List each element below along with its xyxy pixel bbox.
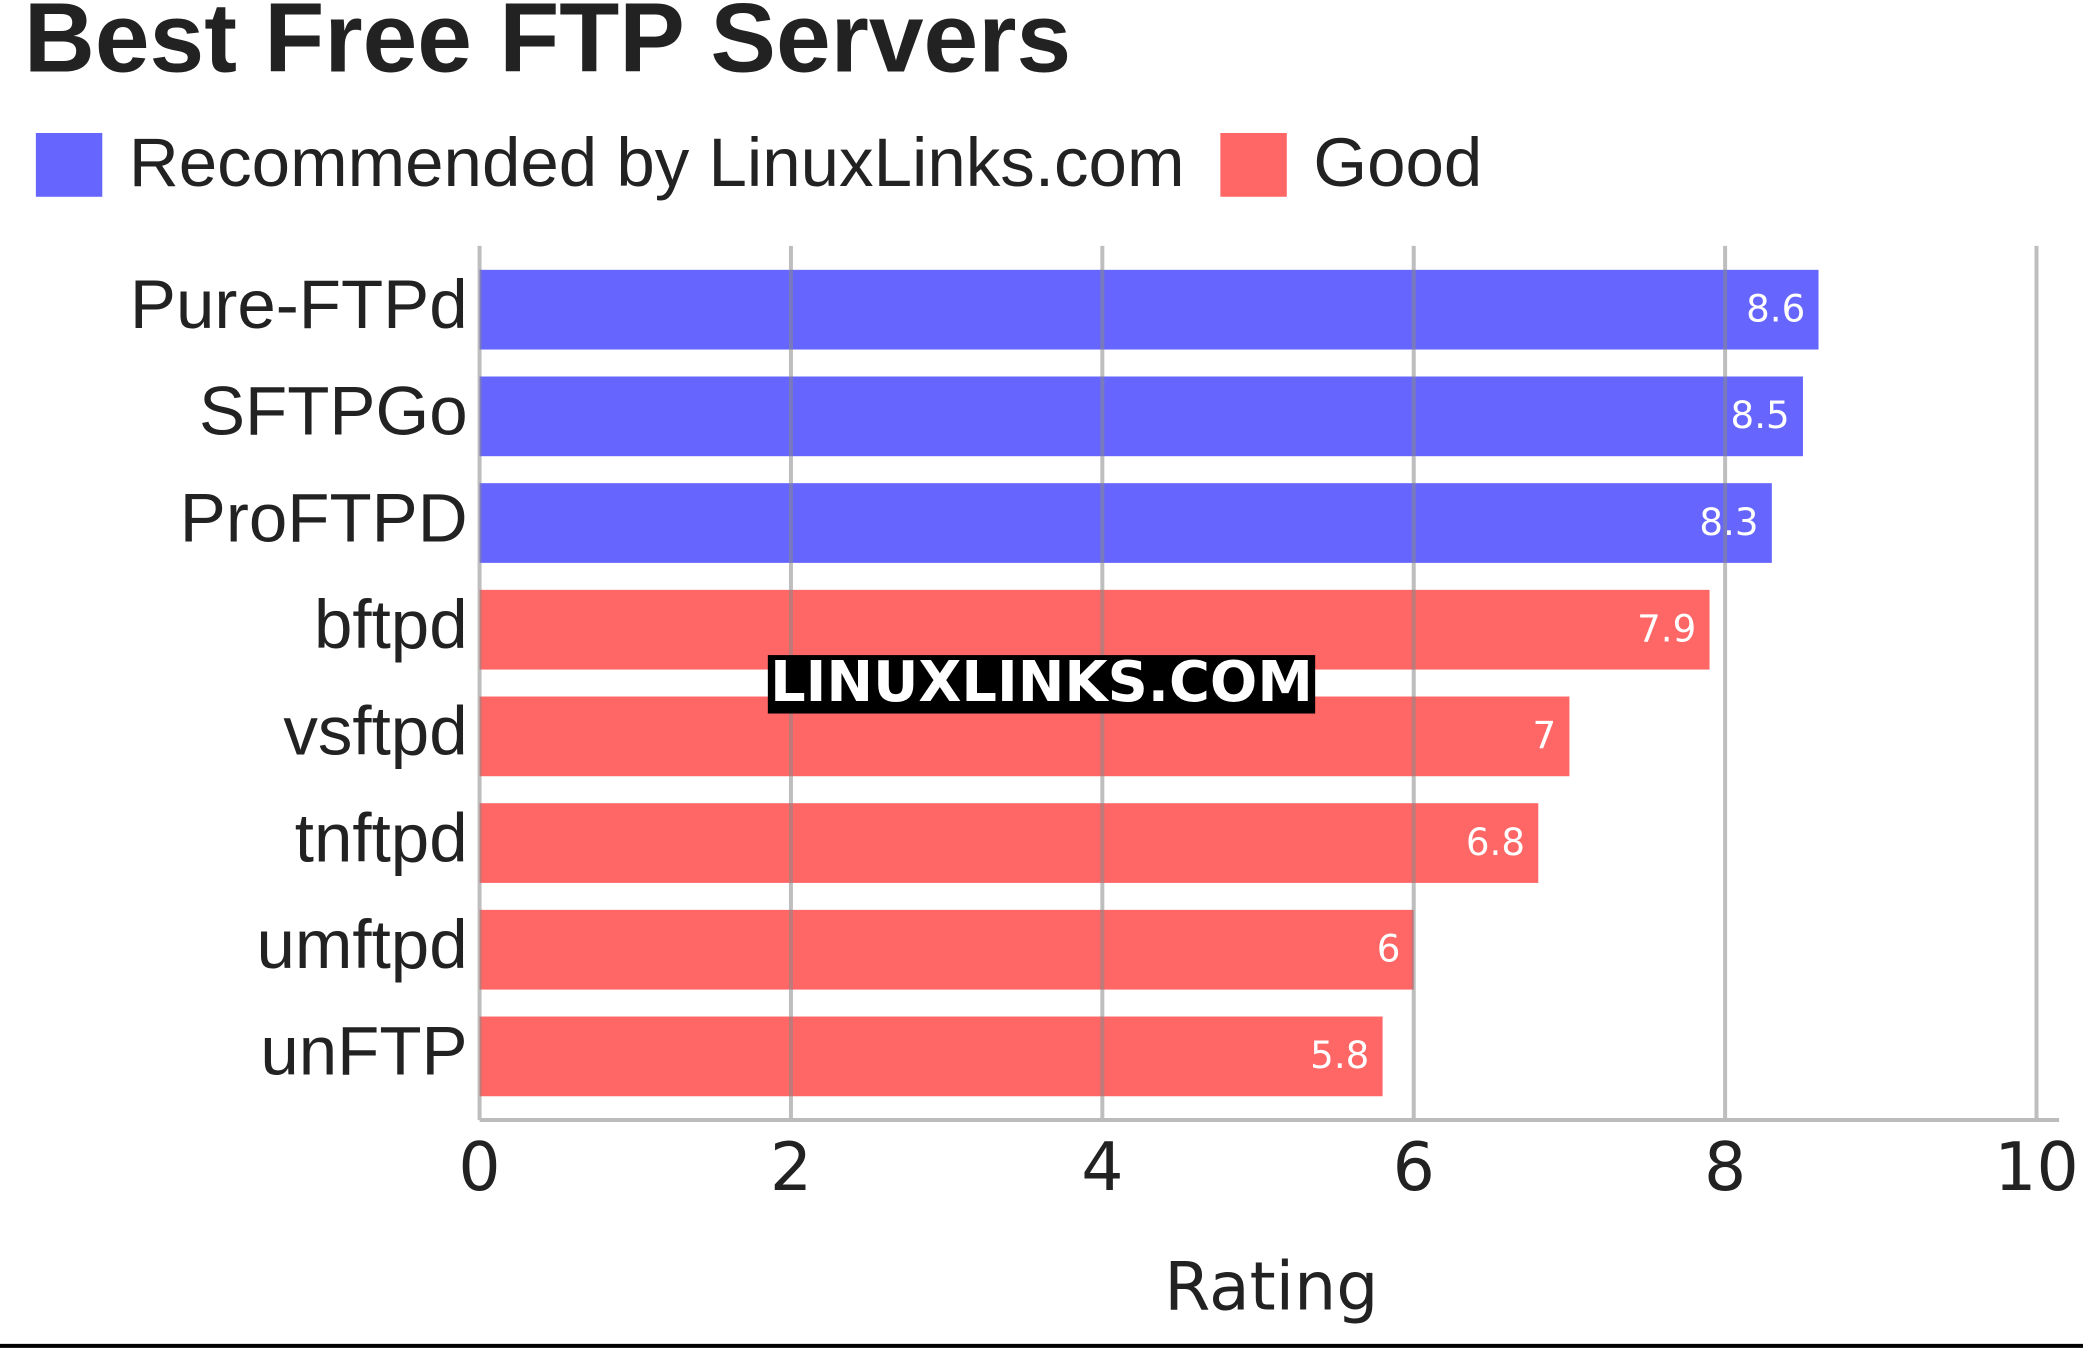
- value-label: 6: [1377, 927, 1401, 971]
- x-tick-label: 8: [1704, 1128, 1746, 1206]
- x-tick-label: 6: [1393, 1128, 1435, 1206]
- legend-label: Recommended by LinuxLinks.com: [129, 123, 1185, 201]
- y-tick-label: Pure-FTPd: [130, 265, 468, 343]
- x-axis-label: Rating: [1164, 1247, 1378, 1325]
- y-tick-label: umftpd: [256, 905, 467, 983]
- x-tick-label: 0: [458, 1128, 500, 1206]
- y-tick-label: ProFTPD: [180, 478, 468, 556]
- value-label: 8.5: [1731, 393, 1790, 437]
- x-tick-label: 4: [1081, 1128, 1123, 1206]
- chart-title: Best Free FTP Servers: [24, 0, 1071, 92]
- y-tick-label: unFTP: [260, 1012, 467, 1090]
- value-label: 7: [1532, 713, 1556, 757]
- bar: [479, 376, 1803, 457]
- y-tick-label: bftpd: [314, 585, 468, 663]
- bar: [479, 483, 1772, 563]
- watermark: LINUXLINKS.COM: [770, 650, 1313, 715]
- x-tick-label: 2: [770, 1128, 812, 1206]
- value-label: 6.8: [1466, 820, 1525, 864]
- legend-label: Good: [1313, 123, 1482, 201]
- bar: [479, 1016, 1383, 1097]
- value-label: 8.3: [1699, 500, 1758, 544]
- legend-swatch: [35, 132, 103, 197]
- value-label: 8.6: [1746, 287, 1805, 331]
- legend-swatch: [1220, 132, 1287, 197]
- watermark-bg: [767, 655, 1316, 714]
- bar: [479, 269, 1819, 350]
- x-tick-label: 10: [1994, 1128, 2079, 1206]
- y-tick-label: vsftpd: [283, 692, 467, 770]
- y-tick-label: SFTPGo: [199, 372, 468, 450]
- bar: [479, 803, 1539, 883]
- value-label: 5.8: [1310, 1033, 1369, 1077]
- bar: [479, 909, 1414, 990]
- value-label: 7.9: [1637, 607, 1696, 651]
- y-tick-label: tnftpd: [295, 798, 468, 876]
